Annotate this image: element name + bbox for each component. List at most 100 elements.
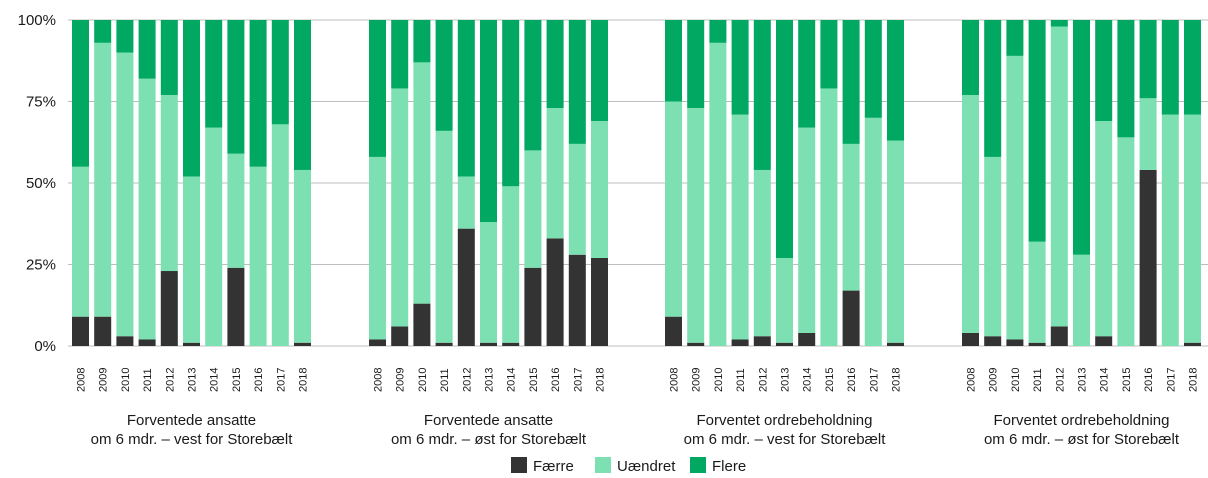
bar-faerre (687, 342, 705, 346)
x-tick-label: 2009 (691, 368, 703, 392)
bar-faerre (480, 342, 497, 346)
bar-flere (665, 20, 682, 102)
bar-uaendret (502, 186, 520, 343)
x-tick-label: 2016 (550, 368, 562, 392)
group-labels: Forventede ansatte om 6 mdr. – vest for S… (91, 412, 1180, 448)
bar-faerre (591, 257, 608, 346)
bar-faerre (776, 342, 793, 346)
x-tick-label: 2013 (780, 368, 792, 392)
bar-uaendret (568, 143, 586, 255)
x-tick-label: 2013 (484, 368, 496, 392)
x-tick-label: 2018 (1188, 368, 1200, 392)
bar-uaendret (842, 143, 860, 291)
bar-uaendret (546, 108, 564, 239)
bar-uaendret (709, 42, 727, 346)
x-tick-label: 2012 (461, 368, 473, 392)
bar-flere (591, 20, 608, 122)
bar-uaendret (1161, 114, 1179, 346)
group-label-line2: om 6 mdr. – vest for Storebælt (91, 431, 294, 448)
bar-uaendret (227, 153, 245, 268)
bar-uaendret (1073, 254, 1090, 346)
bar-uaendret (1139, 98, 1157, 170)
bar-faerre (435, 342, 453, 346)
bar-uaendret (1050, 26, 1068, 327)
x-tick-label: 2018 (298, 368, 310, 392)
legend-label: Færre (533, 458, 574, 473)
x-tick-label: 2011 (1032, 368, 1044, 392)
bar-uaendret (1117, 137, 1135, 346)
bar-flere (94, 20, 112, 43)
x-tick-label: 2014 (506, 368, 518, 392)
bar-uaendret (480, 222, 497, 343)
bar-uaendret (1095, 121, 1113, 337)
y-tick-label: 25% (26, 257, 56, 274)
bar-faerre (842, 290, 860, 346)
x-tick-label: 2013 (1077, 368, 1089, 392)
bar-flere (138, 20, 156, 79)
legend-label: Flere (712, 458, 746, 473)
bar-flere (962, 20, 979, 95)
bar-flere (776, 20, 793, 258)
bar-flere (1028, 20, 1046, 242)
x-tick-label: 2011 (142, 368, 154, 392)
bar-flere (116, 20, 134, 53)
legend-swatch (690, 457, 706, 473)
bar-faerre (94, 316, 112, 346)
bar-flere (1073, 20, 1090, 255)
bar-uaendret (435, 130, 453, 343)
bar-uaendret (591, 121, 608, 258)
x-tick-label: 2010 (1010, 368, 1022, 392)
group-label-line2: om 6 mdr. – vest for Storebælt (684, 431, 887, 448)
x-tick-label: 2010 (417, 368, 429, 392)
group-label-line1: Forventede ansatte (424, 412, 553, 429)
bar-flere (227, 20, 245, 154)
bar-flere (183, 20, 200, 177)
bar-faerre (753, 336, 771, 346)
bar-uaendret (249, 166, 267, 346)
legend: Færre Uændret Flere (511, 457, 746, 475)
x-tick-label: 2009 (98, 368, 110, 392)
bar-uaendret (271, 124, 289, 346)
bar-faerre (1050, 326, 1068, 346)
bar-uaendret (524, 150, 542, 268)
bar-uaendret (820, 88, 838, 347)
x-tick-label: 2017 (1165, 368, 1177, 392)
bar-flere (1006, 20, 1024, 56)
x-tick-label: 2017 (868, 368, 880, 392)
bar-flere (1050, 20, 1068, 27)
bar-flere (753, 20, 771, 170)
bar-uaendret (183, 176, 200, 343)
bar-faerre (962, 332, 979, 346)
x-tick-label: 2008 (669, 368, 681, 392)
bar-uaendret (962, 94, 979, 333)
bar-uaendret (457, 176, 475, 229)
bar-uaendret (369, 156, 386, 340)
bar-faerre (369, 339, 386, 346)
x-tick-label: 2011 (439, 368, 451, 392)
bar-faerre (568, 254, 586, 346)
x-tick-label: 2011 (735, 368, 747, 392)
x-tick-label: 2014 (1099, 368, 1111, 392)
bar-flere (457, 20, 475, 177)
bar-uaendret (687, 108, 705, 343)
x-tick-label: 2018 (891, 368, 903, 392)
y-tick-label: 0% (34, 338, 56, 355)
bar-faerre (984, 336, 1002, 346)
x-tick-label: 2014 (802, 368, 814, 392)
bar-uaendret (391, 88, 409, 327)
bar-flere (369, 20, 386, 157)
x-tick-label: 2008 (966, 368, 978, 392)
bar-flere (480, 20, 497, 223)
bar-faerre (391, 326, 409, 346)
bar-faerre (160, 271, 178, 346)
bar-flere (435, 20, 453, 131)
bar-faerre (72, 316, 89, 346)
bar-faerre (116, 336, 134, 346)
bar-flere (546, 20, 564, 109)
bar-flere (887, 20, 904, 141)
bar-flere (1095, 20, 1113, 122)
bar-faerre (502, 342, 520, 346)
x-tick-label: 2015 (824, 368, 836, 392)
